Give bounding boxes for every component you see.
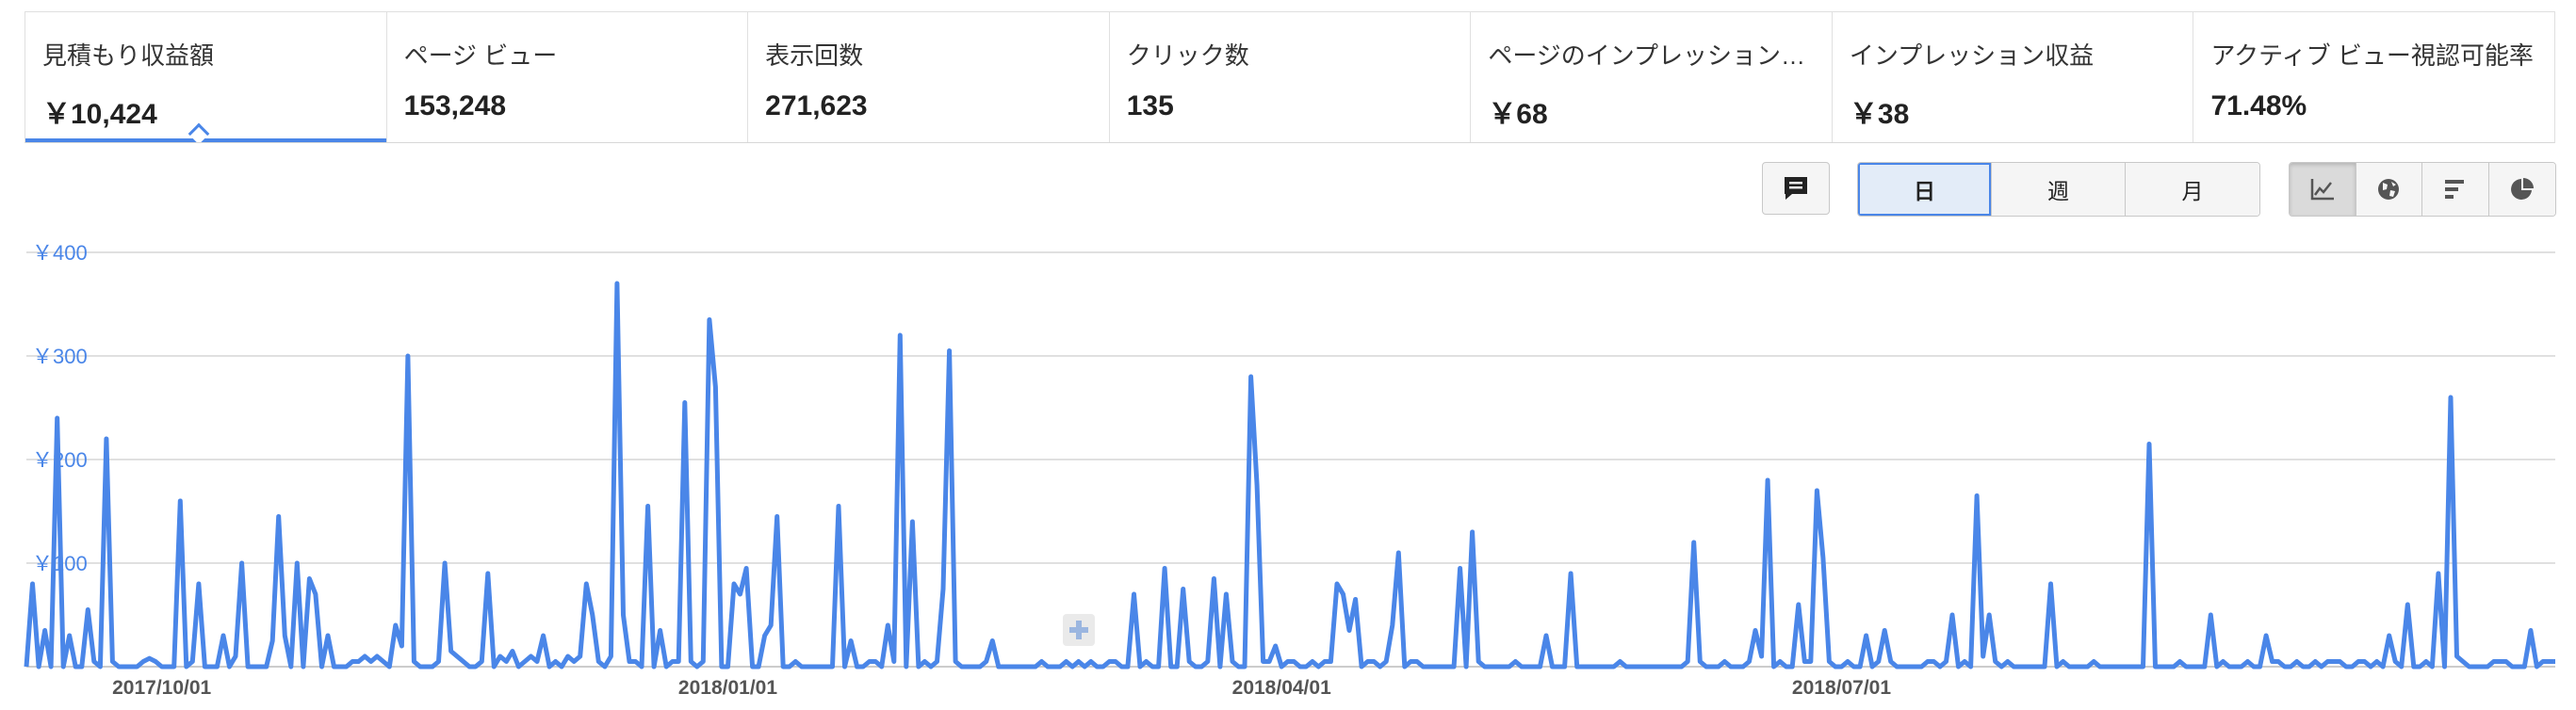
metric-clicks[interactable]: クリック数 135 (1110, 12, 1472, 142)
metric-label: インプレッション収益 (1849, 41, 2095, 70)
x-tick-label: 2018/04/01 (1232, 677, 1331, 699)
metric-value: ￥10,424 (42, 99, 157, 130)
metric-active-view-viewable[interactable]: アクティブ ビュー視認可能率 71.48% (2193, 12, 2554, 142)
pie-chart-button[interactable] (2488, 163, 2555, 216)
metric-label: 表示回数 (765, 41, 864, 70)
x-tick-label: 2017/10/01 (112, 677, 211, 699)
metric-impression-rpm[interactable]: インプレッション収益 ￥38 (1833, 12, 2194, 142)
x-tick-label: 2018/01/01 (678, 677, 777, 699)
period-selector: 日 週 月 (1857, 162, 2260, 217)
period-day-button[interactable]: 日 (1858, 163, 1992, 216)
add-annotation-marker[interactable] (1063, 614, 1095, 646)
chart-type-selector (2289, 162, 2556, 217)
metrics-bar: 見積もり収益額 ￥10,424 ページ ビュー 153,248 表示回数 271… (24, 11, 2555, 143)
metric-label: アクティブ ビュー視認可能率 (2210, 41, 2534, 70)
comment-button[interactable] (1762, 162, 1830, 215)
metric-value: 135 (1126, 90, 1174, 121)
metric-page-rpm[interactable]: ページのインプレッション… ￥68 (1471, 12, 1833, 142)
metric-page-views[interactable]: ページ ビュー 153,248 (387, 12, 749, 142)
y-tick-label: ￥400 (32, 241, 88, 265)
selected-underline (25, 138, 386, 142)
y-tick-label: ￥300 (32, 345, 88, 368)
period-week-button[interactable]: 週 (1992, 163, 2126, 216)
metric-value: ￥68 (1488, 99, 1548, 130)
series-line[interactable] (24, 281, 2555, 670)
metric-label: クリック数 (1126, 41, 1249, 70)
pie-chart-icon (2510, 178, 2534, 200)
line-chart-button[interactable] (2290, 163, 2356, 216)
bar-chart-icon (2444, 180, 2464, 199)
metric-value: 71.48% (2210, 90, 2307, 121)
x-tick-label: 2018/07/01 (1792, 677, 1891, 699)
line-chart-icon (2310, 179, 2334, 201)
revenue-line-chart: ￥100 ￥200 ￥300 ￥400 2017/10/01 2018/01/0… (24, 241, 2555, 699)
metric-value: 153,248 (403, 90, 507, 121)
y-axis-labels: ￥100 ￥200 ￥300 ￥400 (32, 241, 88, 575)
metric-label: ページ ビュー (403, 41, 558, 70)
comment-icon (1785, 177, 1807, 200)
metric-label: ページのインプレッション… (1488, 41, 1806, 70)
period-month-button[interactable]: 月 (2126, 163, 2259, 216)
geo-map-button[interactable] (2356, 163, 2422, 216)
metric-value: 271,623 (765, 90, 868, 121)
x-axis-labels: 2017/10/01 2018/01/01 2018/04/01 2018/07… (112, 677, 1891, 699)
metric-value: ￥38 (1849, 99, 1910, 130)
metric-label: 見積もり収益額 (42, 41, 215, 70)
metric-estimated-revenue[interactable]: 見積もり収益額 ￥10,424 (25, 12, 387, 142)
metric-impressions[interactable]: 表示回数 271,623 (748, 12, 1110, 142)
globe-icon (2378, 179, 2400, 200)
bar-chart-button[interactable] (2422, 163, 2489, 216)
